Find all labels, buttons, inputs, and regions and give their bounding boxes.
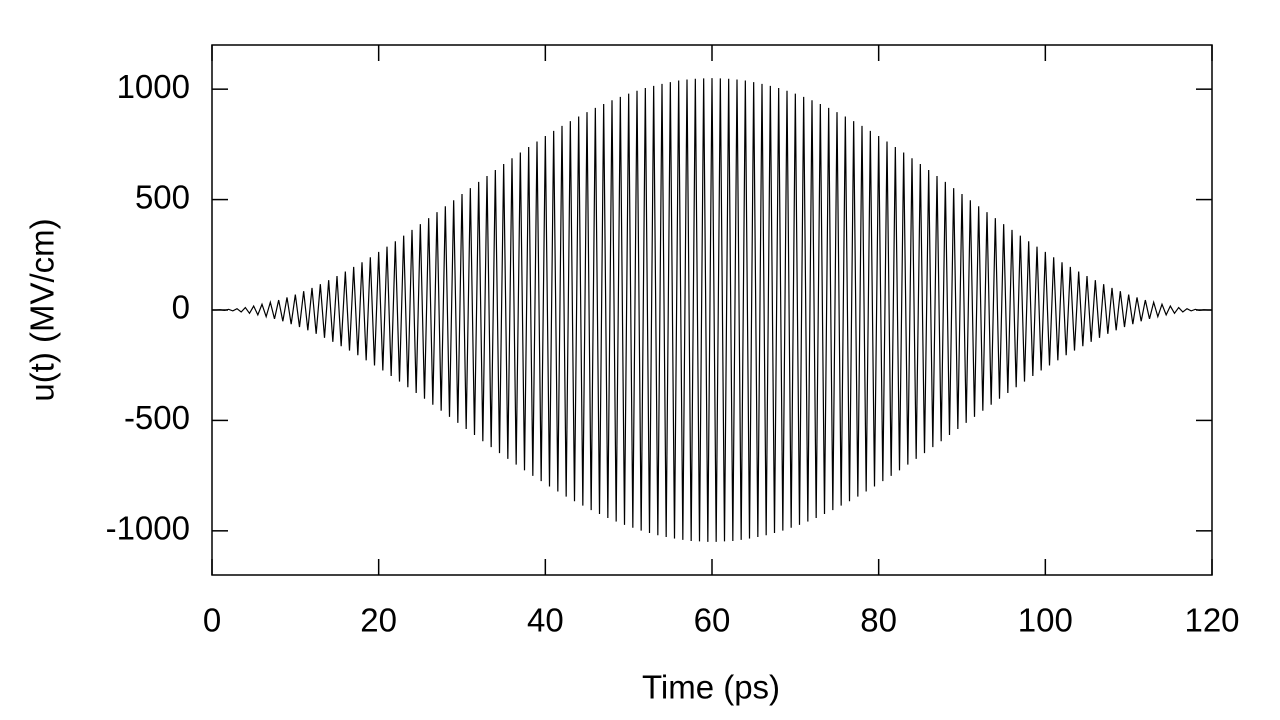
x-tick-label: 20	[360, 602, 397, 639]
x-tick-label: 120	[1184, 602, 1239, 639]
x-tick-label: 80	[860, 602, 897, 639]
signal-line	[212, 78, 1212, 542]
x-tick-label: 100	[1018, 602, 1073, 639]
x-tick-label: 0	[203, 602, 221, 639]
y-axis-label: u(t) (MV/cm)	[24, 218, 61, 401]
y-tick-label: -500	[124, 399, 190, 436]
x-axis-label: Time (ps)	[642, 669, 780, 706]
y-tick-label: 500	[135, 178, 190, 215]
y-tick-label: 1000	[117, 68, 190, 105]
y-tick-label: 0	[172, 289, 190, 326]
x-tick-label: 40	[527, 602, 564, 639]
x-tick-label: 60	[694, 602, 731, 639]
y-tick-label: -1000	[106, 510, 190, 547]
